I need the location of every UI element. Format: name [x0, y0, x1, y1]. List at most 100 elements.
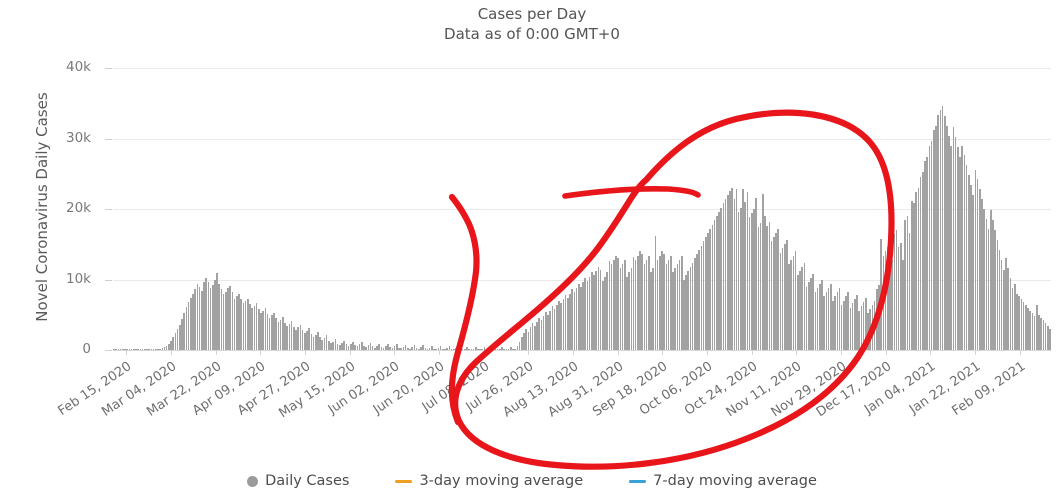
x-tick-mark [662, 350, 663, 355]
legend-label: Daily Cases [265, 473, 350, 489]
x-tick-mark [796, 350, 797, 355]
legend-item[interactable]: 3-day moving average [395, 473, 583, 489]
bar [904, 220, 907, 350]
bar [1000, 259, 1003, 350]
bar [442, 348, 444, 350]
bar [119, 349, 122, 350]
bar [286, 326, 289, 350]
bar [371, 346, 374, 350]
bar [257, 309, 260, 350]
y-tick-mark [105, 209, 112, 210]
bar [172, 337, 175, 350]
bar [376, 345, 378, 350]
bar [117, 349, 120, 350]
bar [290, 321, 293, 350]
bar [124, 349, 126, 350]
bar [242, 303, 245, 350]
bar [1003, 269, 1005, 350]
bar [1027, 307, 1029, 350]
bar [249, 304, 251, 350]
bar [122, 349, 124, 350]
bar [238, 293, 240, 350]
bar [273, 312, 275, 350]
bar [220, 289, 223, 350]
bar [417, 348, 420, 350]
bar [170, 340, 172, 350]
bar [187, 302, 190, 350]
bar [139, 349, 142, 350]
bar [312, 336, 315, 350]
bar [275, 318, 278, 350]
y-axis-tick-label: 40k [66, 59, 91, 75]
bar [323, 338, 326, 350]
bar [1007, 268, 1010, 350]
bar [895, 230, 898, 350]
bar [994, 230, 996, 350]
bar [244, 301, 247, 350]
bar [200, 290, 203, 350]
bar [1024, 304, 1027, 350]
bar [378, 343, 381, 350]
bar [363, 345, 365, 350]
bar [225, 291, 227, 350]
bar [946, 125, 948, 350]
bar [277, 321, 280, 350]
legend-item[interactable]: Daily Cases [247, 473, 349, 489]
bar [983, 209, 985, 350]
bar [214, 280, 216, 350]
x-tick-mark [394, 350, 395, 355]
bar [913, 203, 915, 350]
legend-item[interactable]: 7-day moving average [629, 473, 817, 489]
bar [420, 347, 422, 350]
bar [356, 346, 359, 350]
bar [444, 349, 446, 350]
x-tick-mark [886, 350, 887, 355]
bar [183, 313, 186, 350]
bar [1005, 258, 1007, 350]
y-axis-tick-label: 10k [66, 270, 91, 287]
bar [330, 342, 332, 350]
bar [367, 345, 370, 350]
bar [422, 345, 424, 350]
bar [954, 137, 957, 350]
bar [998, 249, 1001, 350]
bar [978, 189, 981, 350]
legend-dot-icon [247, 475, 259, 487]
bar [943, 115, 946, 350]
bar [141, 349, 144, 350]
bar [902, 259, 904, 350]
bar [306, 330, 308, 350]
x-tick-mark [126, 350, 127, 355]
x-tick-mark [528, 350, 529, 355]
bar [209, 287, 212, 350]
bar [207, 281, 210, 350]
bar [179, 324, 181, 350]
bar [1020, 299, 1023, 350]
bar [233, 298, 236, 350]
bar [1038, 314, 1040, 350]
bar [349, 343, 352, 350]
bar [198, 286, 201, 350]
bar [930, 141, 933, 350]
bar [196, 284, 199, 350]
bar [314, 334, 317, 350]
bar [143, 349, 146, 350]
bar [976, 179, 979, 350]
bar [152, 349, 155, 350]
y-axis-tick-label: 20k [66, 200, 91, 216]
bar [319, 337, 321, 350]
x-tick-mark [216, 350, 217, 355]
bar [404, 344, 407, 350]
bar [279, 319, 282, 350]
bar [301, 330, 304, 350]
bar [424, 348, 427, 350]
bar [194, 289, 196, 350]
bar [398, 347, 400, 350]
bar [255, 303, 258, 350]
bar [347, 345, 350, 350]
bar [334, 339, 337, 350]
legend-label: 3-day moving average [419, 473, 584, 489]
bar [385, 346, 387, 350]
bar [939, 110, 942, 350]
